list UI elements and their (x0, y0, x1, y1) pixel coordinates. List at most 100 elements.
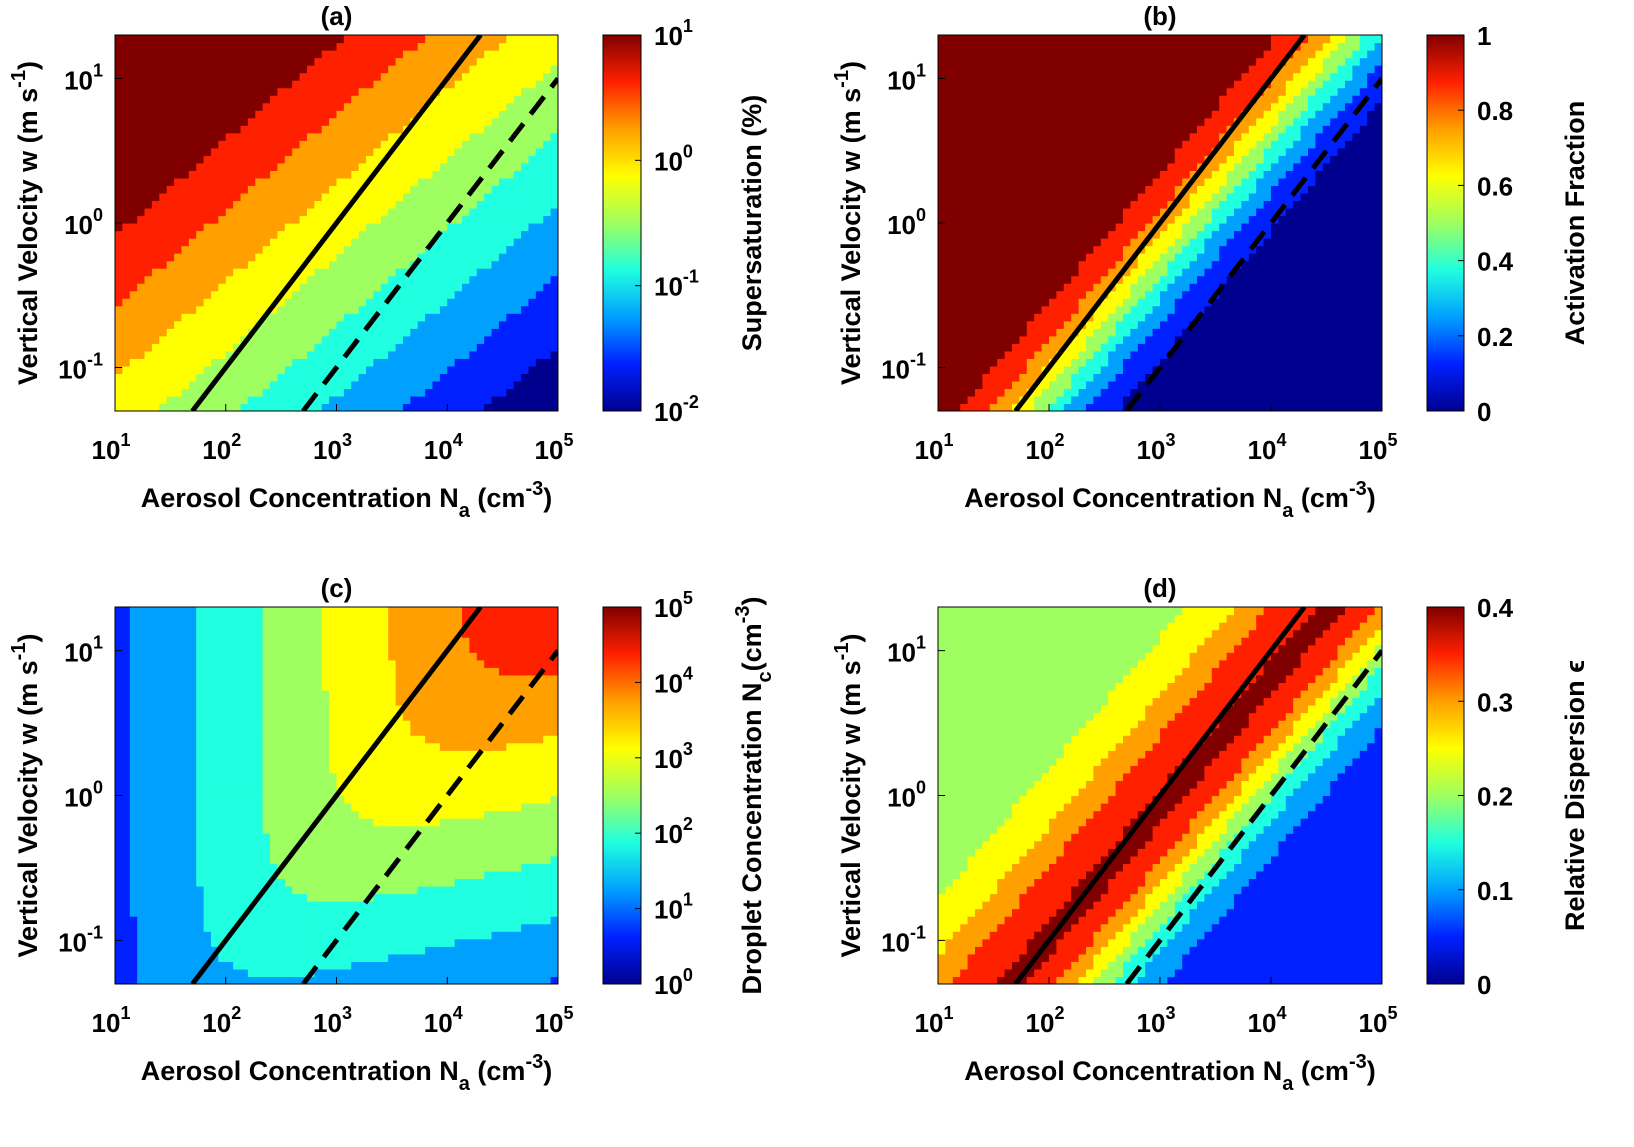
heatmap-cell (402, 290, 411, 299)
heatmap-cell (151, 230, 160, 239)
heatmap-cell (137, 395, 146, 405)
heatmap-cell (255, 110, 264, 119)
heatmap-cell (299, 245, 308, 254)
heatmap-cell (535, 328, 544, 337)
heatmap-cell (1056, 117, 1065, 126)
heatmap-cell (188, 320, 197, 329)
heatmap-cell (358, 170, 367, 179)
heatmap-cell (196, 50, 205, 59)
heatmap-cell (388, 403, 397, 411)
heatmap-cell (997, 95, 1006, 104)
heatmap-cell (373, 290, 382, 299)
heatmap-cell (1137, 80, 1146, 89)
heatmap-cell (1189, 373, 1198, 382)
heatmap-cell (1152, 102, 1161, 111)
heatmap-cell (1211, 268, 1220, 277)
heatmap-cell (1041, 140, 1050, 149)
heatmap-cell (1145, 147, 1154, 156)
heatmap-cell (306, 358, 315, 367)
heatmap-cell (967, 298, 976, 307)
heatmap-cell (543, 328, 552, 337)
heatmap-cell (1004, 335, 1013, 344)
heatmap-cell (270, 155, 279, 164)
heatmap-cell (336, 305, 345, 314)
heatmap-cell (1063, 350, 1072, 359)
heatmap-cell (225, 125, 234, 134)
heatmap-cell (1056, 403, 1065, 411)
heatmap-cell (432, 343, 441, 352)
heatmap-cell (159, 245, 168, 254)
heatmap-cell (997, 132, 1006, 141)
heatmap-cell (498, 343, 507, 352)
heatmap-cell (1108, 192, 1117, 202)
heatmap-cell (938, 395, 946, 405)
heatmap-cell (203, 223, 212, 232)
heatmap-cell (417, 42, 426, 51)
heatmap-cell (498, 80, 507, 89)
heatmap-cell (366, 305, 375, 314)
heatmap-cell (1137, 350, 1146, 359)
heatmap-cell (373, 335, 382, 344)
heatmap-cell (115, 245, 123, 254)
heatmap-cell (395, 238, 404, 247)
heatmap-cell (535, 305, 544, 314)
x-tick-base: 10 (535, 435, 564, 465)
heatmap-cell (159, 313, 168, 322)
heatmap-cell (1123, 305, 1131, 314)
heatmap-cell (233, 320, 242, 329)
heatmap-cell (388, 57, 397, 66)
heatmap-cell (225, 72, 234, 81)
heatmap-cell (1100, 320, 1109, 329)
heatmap-cell (1078, 253, 1087, 262)
heatmap-cell (1063, 170, 1072, 179)
heatmap-cell (1204, 358, 1213, 367)
heatmap-cell (425, 207, 434, 217)
heatmap-cell (314, 95, 323, 104)
heatmap-cell (952, 268, 961, 277)
heatmap-cell (137, 35, 146, 44)
heatmap-cell (255, 72, 264, 81)
heatmap-cell (952, 313, 961, 322)
heatmap-cell (270, 35, 279, 44)
heatmap-cell (277, 313, 286, 322)
heatmap-cell (1004, 358, 1013, 367)
heatmap-cell (1012, 298, 1020, 307)
heatmap-cell (945, 298, 954, 307)
heatmap-cell (129, 192, 138, 202)
heatmap-cell (270, 215, 279, 224)
heatmap-cell (967, 110, 976, 119)
heatmap-cell (528, 57, 537, 66)
heatmap-cell (982, 260, 991, 269)
heatmap-cell (233, 260, 242, 269)
heatmap-cell (491, 215, 500, 224)
heatmap-cell (1123, 207, 1131, 217)
heatmap-cell (1108, 207, 1117, 217)
heatmap-cell (306, 185, 315, 194)
heatmap-cell (1086, 110, 1094, 119)
heatmap-cell (1160, 223, 1168, 232)
heatmap-cell (1182, 125, 1191, 134)
heatmap-cell (1049, 298, 1057, 307)
heatmap-cell (1100, 125, 1109, 134)
heatmap-cell (1100, 298, 1109, 307)
heatmap-cell (277, 185, 286, 194)
heatmap-cell (491, 313, 500, 322)
heatmap-cell (1086, 283, 1094, 292)
heatmap-cell (1123, 140, 1131, 149)
heatmap-cell (1108, 87, 1117, 96)
heatmap-cell (432, 215, 441, 224)
heatmap-cell (270, 313, 279, 322)
heatmap-cell (380, 72, 389, 81)
heatmap-cell (417, 380, 426, 390)
heatmap-cell (1123, 313, 1131, 322)
heatmap-cell (218, 80, 227, 89)
heatmap-cell (1130, 110, 1139, 119)
heatmap-cell (255, 132, 264, 141)
heatmap-cell (498, 65, 507, 74)
heatmap-cell (989, 343, 998, 352)
heatmap-cell (321, 170, 330, 179)
heatmap-cell (982, 80, 991, 89)
heatmap-cell (174, 230, 183, 239)
heatmap-cell (270, 50, 279, 59)
heatmap-cell (439, 102, 448, 111)
